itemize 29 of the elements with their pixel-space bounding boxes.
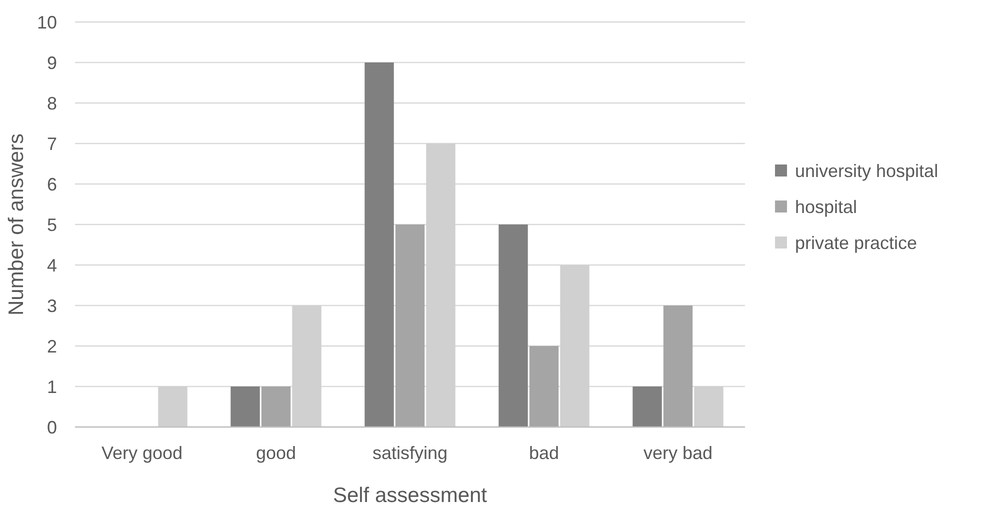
x-tick-label: good (256, 443, 296, 463)
x-axis-title: Self assessment (332, 484, 488, 507)
bar (529, 346, 559, 427)
y-tick-label: 3 (46, 296, 57, 316)
bar (261, 386, 291, 427)
bar (663, 306, 693, 427)
y-tick-label: 7 (46, 134, 57, 154)
y-tick-label: 10 (36, 12, 57, 32)
bar (230, 386, 260, 427)
bar (632, 386, 662, 427)
y-tick-label: 6 (46, 174, 57, 194)
y-tick-label: 0 (46, 417, 57, 438)
bar (364, 62, 394, 427)
y-tick-label: 8 (46, 93, 57, 114)
bar (498, 224, 528, 427)
y-tick-label: 1 (46, 376, 57, 397)
y-tick-label: 2 (46, 336, 57, 356)
x-tick-label: Very good (101, 443, 183, 463)
y-tick-label: 4 (46, 255, 57, 276)
legend-label: private practice (795, 232, 918, 253)
y-tick-label: 5 (46, 214, 57, 235)
y-axis-title: Number of answers (5, 133, 28, 316)
x-tick-label: bad (528, 443, 560, 463)
x-tick-label: satisfying (372, 443, 448, 463)
x-tick-label: very bad (643, 443, 713, 463)
bar (395, 224, 425, 427)
legend-label: hospital (795, 196, 858, 217)
legend-label: university hospital (795, 160, 938, 181)
y-tick-label: 9 (46, 52, 57, 73)
